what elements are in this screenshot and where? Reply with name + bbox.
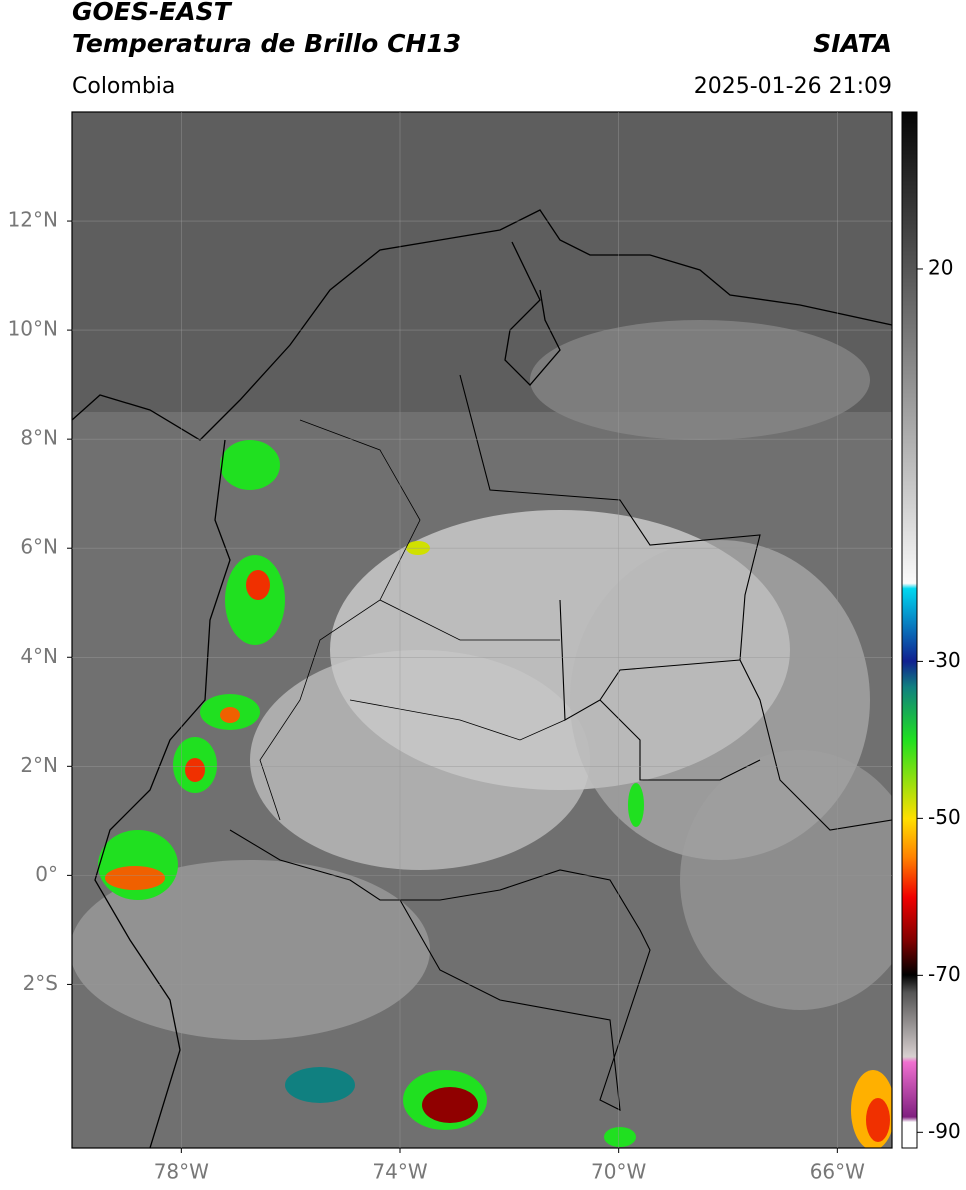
lon-tick-label: 78°W [154,1160,209,1184]
colorbar-tick-label: -50 [928,805,961,829]
lat-tick-label: 4°N [20,644,58,668]
lat-tick-label: 0° [35,862,58,886]
lon-tick-label: 66°W [810,1160,865,1184]
lat-tick-label: 2°S [23,971,58,995]
colorbar [901,111,918,1149]
product: Temperatura de Brillo CH13 [72,29,461,58]
datetime: 2025-01-26 21:09 [694,74,892,99]
map-frame [71,111,893,1149]
source: SIATA [813,29,892,58]
lon-tick-label: 70°W [591,1160,646,1184]
satellite: GOES-EAST [72,0,233,26]
lat-tick-label: 2°N [20,753,58,777]
lat-tick-label: 10°N [8,317,58,341]
lat-tick-label: 6°N [20,535,58,559]
colorbar-tick-label: -30 [928,648,961,672]
lat-tick-label: 12°N [8,208,58,232]
colorbar-tick-label: 20 [928,255,953,279]
colorbar-tick-label: -70 [928,962,961,986]
colorbar-tick-label: -90 [928,1119,961,1143]
lon-tick-label: 74°W [372,1160,427,1184]
satellite-image [72,112,892,1148]
lat-tick-label: 8°N [20,426,58,450]
region: Colombia [72,74,175,99]
